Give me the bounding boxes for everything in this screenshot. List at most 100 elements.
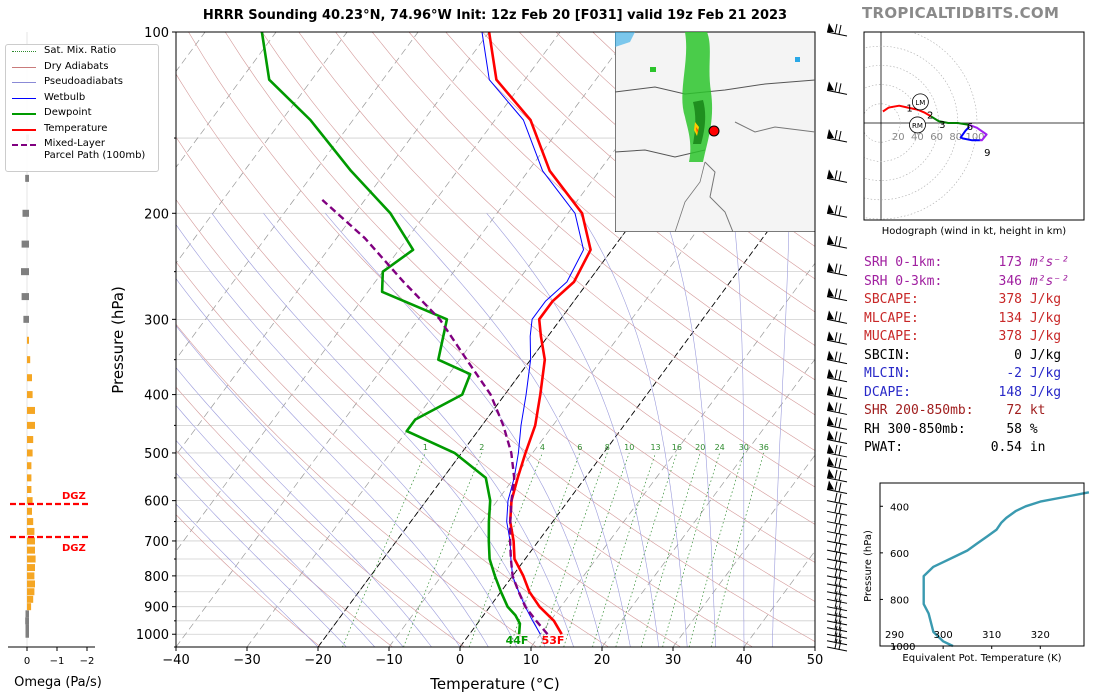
legend-swatch — [12, 128, 36, 131]
legend-item: Mixed-Layer Parcel Path (100mb) — [6, 138, 158, 161]
pseudoadiabat — [399, 213, 631, 647]
mixing-ratio-label: 36 — [759, 443, 769, 452]
wind-barb-feather — [834, 311, 838, 321]
wind-barb — [826, 296, 848, 302]
wind-barb-feather — [838, 458, 842, 469]
x-tick-label: 30 — [665, 653, 682, 668]
pseudoadiabat — [176, 439, 376, 647]
pseudoadiabat — [176, 224, 518, 647]
storm-motion-label: LM — [915, 99, 925, 107]
parameter-unit: in — [1022, 440, 1046, 455]
precip-band — [682, 32, 713, 162]
wind-barb-feather — [838, 568, 842, 579]
wind-barb — [826, 489, 848, 494]
wind-barb-feather — [838, 470, 842, 481]
location-marker — [708, 125, 720, 137]
wind-barb-feather — [838, 584, 842, 595]
legend-item: Sat. Mix. Ratio — [6, 45, 158, 61]
parameter-unit: J/kg — [1022, 347, 1062, 363]
mixing-ratio-label: 20 — [695, 443, 705, 452]
omega-bar — [27, 507, 32, 515]
wind-barb — [826, 452, 848, 458]
isotherm — [388, 70, 815, 647]
wind-barb-feather — [838, 333, 842, 343]
mixing-ratio-line — [468, 452, 543, 647]
omega-bar — [27, 462, 32, 470]
y-tick-label: 500 — [144, 447, 169, 462]
radar-inset-map — [615, 32, 815, 232]
wind-barb-feather — [834, 263, 838, 274]
hodograph-ring-label: 80 — [949, 132, 962, 143]
dgz-isotherm — [317, 32, 774, 647]
omega-bar — [25, 630, 29, 638]
wind-barb — [826, 598, 848, 604]
theta-e-ylabel: Pressure (hPa) — [863, 530, 874, 602]
mixed-layer-parcel-path-100mb-line — [321, 199, 549, 635]
mixing-ratio-label: 10 — [624, 443, 634, 452]
parameter-value: 72 — [1006, 403, 1022, 418]
theta-e-xlabel: Equivalent Pot. Temperature (K) — [902, 653, 1061, 664]
wind-barb-feather — [834, 626, 838, 636]
wind-barb-feather — [838, 551, 842, 562]
omega-bar — [22, 209, 29, 217]
mixing-ratio-label: 16 — [672, 443, 682, 452]
parameter-row: MLCAPE: 134 J/kg — [864, 310, 1076, 329]
parameter-row: MLCIN: -2 J/kg — [864, 365, 1076, 384]
wind-barb-feather — [838, 560, 842, 571]
wind-barb-feather — [838, 432, 842, 443]
precip-cell — [650, 67, 656, 72]
hodograph-height-label: 1 — [906, 104, 912, 115]
wind-barb-feather — [834, 632, 838, 643]
wind-barb-flag — [827, 480, 834, 490]
wind-barb — [826, 510, 848, 516]
wind-barb-feather — [834, 369, 838, 380]
omega-bar — [23, 315, 29, 323]
wind-barb-feather — [834, 205, 838, 215]
wind-barb-feather — [838, 627, 842, 637]
x-tick-label: 20 — [594, 653, 611, 668]
dry-adiabat — [408, 32, 815, 381]
hodograph-height-label: 3 — [939, 120, 945, 131]
omega-bar — [27, 391, 33, 399]
omega-bar — [27, 406, 35, 414]
parameter-label: PWAT: — [864, 440, 904, 455]
wind-barb-feather — [838, 370, 842, 381]
mixing-ratio-line — [563, 452, 630, 647]
storm-motion-marker — [911, 93, 929, 111]
wind-barb-feather — [838, 312, 842, 322]
wind-barb-feather — [834, 351, 838, 362]
precip-cell — [795, 57, 800, 62]
wind-barb-feather — [838, 543, 842, 553]
wind-barb — [826, 31, 848, 37]
x-tick-label: 0 — [456, 653, 464, 668]
omega-panel: DGZ DGZ 0 −1 −2 Omega (Pa/s) — [8, 32, 102, 690]
wind-barb-flag — [827, 23, 834, 32]
chart-title: HRRR Sounding 40.23°N, 74.96°W Init: 12z… — [202, 8, 788, 23]
y-tick-label: 800 — [144, 570, 169, 585]
legend-label: Sat. Mix. Ratio — [44, 45, 117, 56]
omega-bar — [25, 617, 29, 625]
wind-barb-feather — [838, 633, 842, 644]
mixing-ratio-label: 8 — [605, 443, 610, 452]
wind-barb-feather — [838, 592, 842, 602]
isotherm — [176, 32, 348, 264]
hodograph-ring-label: 40 — [911, 132, 924, 143]
omega-bar — [27, 518, 34, 526]
wind-barb-feather — [838, 352, 842, 363]
hodograph-height-label: 6 — [967, 122, 973, 133]
wind-barb-feather — [834, 431, 838, 442]
wind-barb-feather — [834, 559, 838, 570]
parameter-value: 58 — [1006, 421, 1022, 437]
parameter-row: PWAT: 0.54 in — [864, 439, 1076, 458]
wind-barb-feather — [834, 332, 838, 342]
parameter-unit: J/kg — [1022, 366, 1062, 381]
hodograph-trace — [968, 123, 988, 142]
legend-swatch — [12, 66, 36, 68]
dry-adiabat — [176, 136, 753, 647]
state-border — [615, 149, 706, 158]
pseudoadiabat — [663, 213, 716, 647]
omega-xlabel: Omega (Pa/s) — [14, 675, 102, 690]
storm-motion-label: RM — [912, 122, 923, 130]
mixing-ratio-line — [592, 452, 656, 647]
isotherm — [0, 32, 63, 647]
